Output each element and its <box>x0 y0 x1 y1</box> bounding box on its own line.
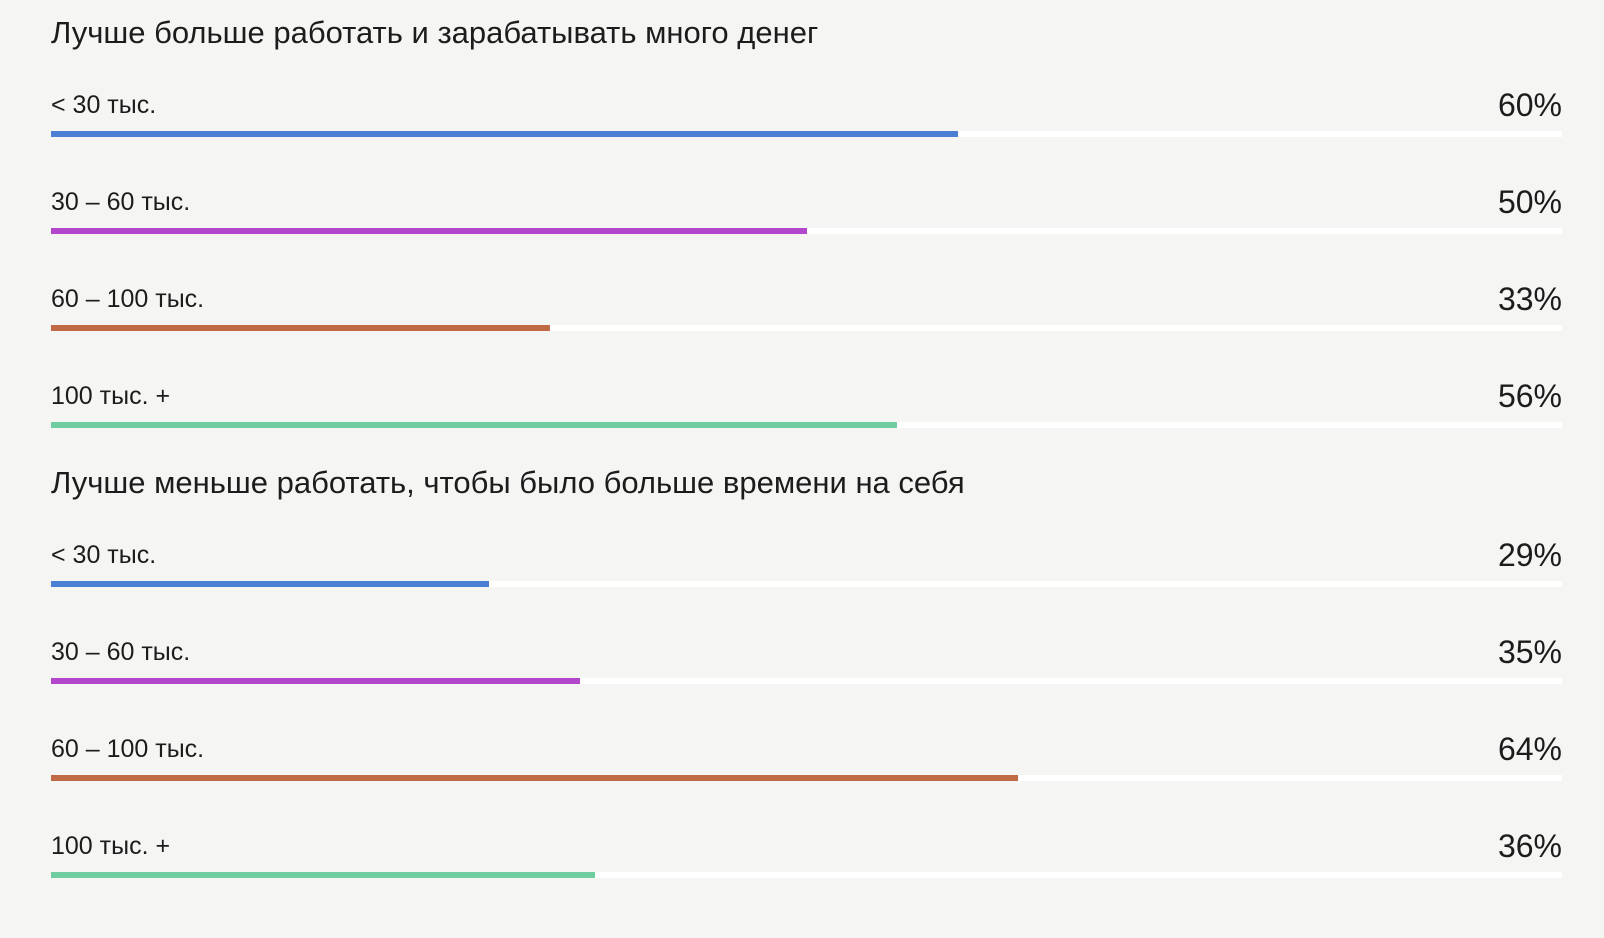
bar-track <box>51 581 1562 587</box>
bar-track <box>51 872 1562 878</box>
bar-label: 100 тыс. + <box>51 832 171 860</box>
bar-row: < 30 тыс. 29% <box>51 539 1562 603</box>
bar-label: 30 – 60 тыс. <box>51 638 191 666</box>
group-title: Лучше больше работать и зарабатывать мно… <box>51 15 819 50</box>
bar-row: 100 тыс. + 56% <box>51 380 1562 444</box>
bar-label: 30 – 60 тыс. <box>51 188 191 216</box>
bar-row: 60 – 100 тыс. 33% <box>51 283 1562 347</box>
bar-row: 30 – 60 тыс. 35% <box>51 636 1562 700</box>
group-title: Лучше меньше работать, чтобы было больше… <box>51 465 965 500</box>
bar-value-label: 33% <box>1497 281 1562 317</box>
bar-row: < 30 тыс. 60% <box>51 89 1562 153</box>
bar-track <box>51 775 1562 781</box>
bar-track <box>51 678 1562 684</box>
bar-value-label: 50% <box>1497 184 1562 220</box>
bar <box>51 131 958 137</box>
bar <box>51 775 1018 781</box>
bar <box>51 581 489 587</box>
bar-track <box>51 325 1562 331</box>
bar <box>51 422 897 428</box>
bar-track <box>51 228 1562 234</box>
bar-track <box>51 131 1562 137</box>
bar-value-label: 36% <box>1497 828 1562 864</box>
bar-label: 60 – 100 тыс. <box>51 735 205 763</box>
bar-label: < 30 тыс. <box>51 541 157 569</box>
bar <box>51 872 595 878</box>
bar-track <box>51 422 1562 428</box>
bar <box>51 228 807 234</box>
bar <box>51 678 580 684</box>
bar-value-label: 60% <box>1497 87 1562 123</box>
bar-value-label: 56% <box>1497 378 1562 414</box>
bar-value-label: 64% <box>1497 731 1562 767</box>
bar-value-label: 35% <box>1497 634 1562 670</box>
bar-label: < 30 тыс. <box>51 91 157 119</box>
bar-row: 30 – 60 тыс. 50% <box>51 186 1562 250</box>
bar <box>51 325 550 331</box>
bar-value-label: 29% <box>1497 537 1562 573</box>
bar-row: 60 – 100 тыс. 64% <box>51 733 1562 797</box>
bar-row: 100 тыс. + 36% <box>51 830 1562 894</box>
bar-label: 100 тыс. + <box>51 382 171 410</box>
bar-label: 60 – 100 тыс. <box>51 285 205 313</box>
